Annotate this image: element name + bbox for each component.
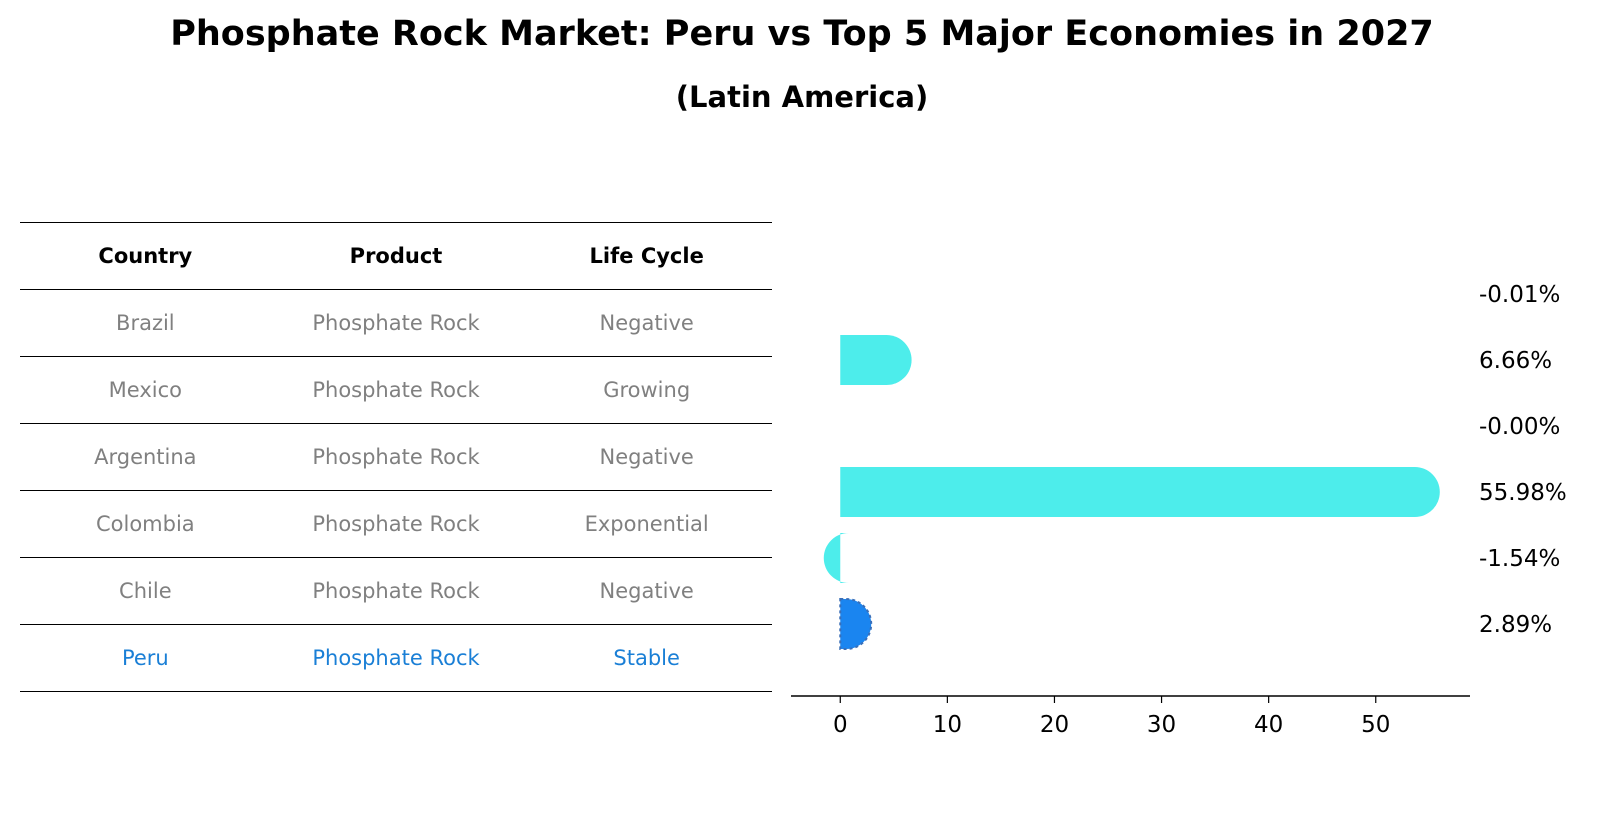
bar-value-label: 6.66% <box>1479 348 1552 374</box>
bar-value-label: 55.98% <box>1479 480 1567 506</box>
bar-mexico <box>840 335 912 385</box>
table-row: Argentina Phosphate Rock Negative <box>20 423 772 490</box>
cell-life-cycle: Exponential <box>584 512 709 536</box>
market-table: Country Product Life Cycle Brazil Phosph… <box>20 222 772 692</box>
cell-product: Phosphate Rock <box>312 512 480 536</box>
cell-country: Mexico <box>108 378 182 402</box>
cell-product: Phosphate Rock <box>312 646 480 670</box>
cell-product: Phosphate Rock <box>312 311 480 335</box>
cell-life-cycle: Negative <box>599 311 694 335</box>
cell-life-cycle: Negative <box>599 579 694 603</box>
cell-product: Phosphate Rock <box>312 579 480 603</box>
bar-value-label: -0.00% <box>1479 414 1560 440</box>
cell-product: Phosphate Rock <box>312 445 480 469</box>
table-row: Mexico Phosphate Rock Growing <box>20 356 772 423</box>
cell-country: Peru <box>121 646 169 670</box>
header-country: Country <box>98 244 193 268</box>
x-tick-label: 10 <box>933 712 962 738</box>
bar-colombia <box>840 467 1440 517</box>
cell-country: Brazil <box>116 311 175 335</box>
bar-chile <box>823 533 849 583</box>
cell-life-cycle: Growing <box>603 378 691 402</box>
table-row: Colombia Phosphate Rock Exponential <box>20 490 772 557</box>
table-header-row: Country Product Life Cycle <box>20 222 772 289</box>
cell-country: Colombia <box>95 512 195 536</box>
cell-country: Chile <box>119 579 172 603</box>
bar-peru <box>839 598 873 650</box>
chart-title: Phosphate Rock Market: Peru vs Top 5 Maj… <box>170 14 1434 54</box>
bar-value-label: -1.54% <box>1479 546 1560 572</box>
table-row: Chile Phosphate Rock Negative <box>20 557 772 624</box>
header-product: Product <box>349 244 443 268</box>
x-tick-label: 20 <box>1040 712 1069 738</box>
cell-life-cycle: Negative <box>599 445 694 469</box>
x-tick-label: 40 <box>1254 712 1283 738</box>
x-tick-label: 0 <box>833 712 848 738</box>
bar-value-label: -0.01% <box>1479 282 1560 308</box>
cell-country: Argentina <box>94 445 197 469</box>
x-tick-label: 30 <box>1147 712 1176 738</box>
table-row: Brazil Phosphate Rock Negative <box>20 289 772 356</box>
header-life-cycle: Life Cycle <box>589 244 704 268</box>
cell-product: Phosphate Rock <box>312 378 480 402</box>
x-tick-label: 50 <box>1361 712 1390 738</box>
cell-life-cycle: Stable <box>613 646 680 670</box>
bar-value-label: 2.89% <box>1479 612 1552 638</box>
chart-subtitle: (Latin America) <box>675 80 929 114</box>
table-row-highlighted: Peru Phosphate Rock Stable <box>20 624 772 692</box>
